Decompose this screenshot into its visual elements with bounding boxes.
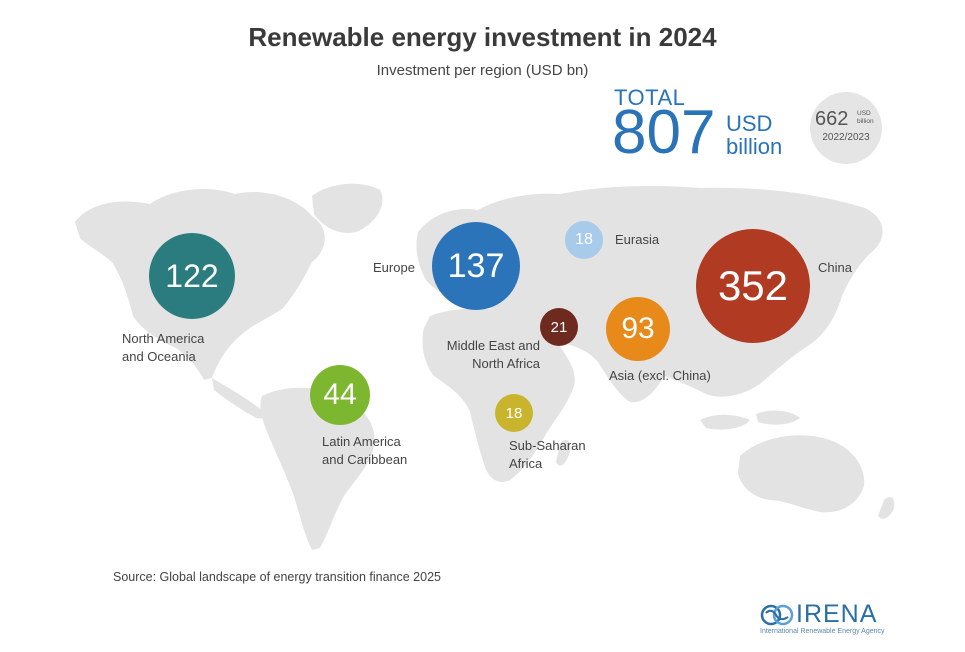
irena-logo: IRENA International Renewable Energy Age…: [760, 600, 910, 644]
bubble-latin-america-caribbean: 44: [310, 365, 370, 425]
label-asia-excl-china: Asia (excl. China): [609, 368, 711, 383]
bubble-asia-excl-china: 93: [606, 297, 670, 361]
previous-total-value: 662: [815, 108, 849, 130]
chart-title: Renewable energy investment in 2024: [248, 22, 717, 52]
previous-total-period: 2022/2023: [822, 132, 870, 143]
bubble-sub-saharan-africa: 18: [495, 394, 533, 432]
previous-total-badge: 662 USD billion 2022/2023: [810, 92, 882, 164]
bubble-middle-east-north-africa: 21: [540, 308, 578, 346]
bubble-north-america-oceania: 122: [149, 233, 235, 319]
bubble-value-eurasia: 18: [575, 231, 593, 248]
globe-icon: [760, 604, 794, 626]
chart-subtitle: Investment per region (USD bn): [376, 62, 589, 79]
bubble-value-europe: 137: [447, 247, 505, 285]
source-note: Source: Global landscape of energy trans…: [113, 570, 441, 584]
bubble-value-middle-east-north-africa: 21: [550, 318, 568, 336]
logo-subtitle: International Renewable Energy Agency: [760, 628, 885, 635]
label-north-america-oceania: North America and Oceania: [122, 331, 205, 364]
bubble-value-china: 352: [717, 262, 789, 309]
bubble-value-sub-saharan-africa: 18: [505, 404, 523, 422]
total-value: 807: [612, 98, 716, 167]
label-middle-east-north-africa: Middle East and North Africa: [446, 338, 540, 371]
logo-name: IRENA: [796, 600, 878, 628]
total-label: TOTAL: [614, 85, 686, 110]
bubble-china: 352: [696, 229, 810, 343]
bubble-eurasia: 18: [565, 221, 603, 259]
label-europe: Europe: [373, 260, 415, 275]
label-china: China: [818, 260, 852, 275]
bubble-value-latin-america-caribbean: 44: [323, 378, 357, 411]
bubble-europe: 137: [432, 222, 520, 310]
label-eurasia: Eurasia: [615, 232, 660, 247]
total-unit: USD billion: [726, 111, 783, 159]
label-sub-saharan-africa: Sub-Saharan Africa: [509, 438, 586, 471]
label-latin-america-caribbean: Latin America and Caribbean: [322, 434, 408, 467]
bubble-value-north-america-oceania: 122: [165, 258, 219, 294]
previous-total-unit: USD billion: [857, 110, 874, 125]
bubble-value-asia-excl-china: 93: [621, 312, 655, 345]
